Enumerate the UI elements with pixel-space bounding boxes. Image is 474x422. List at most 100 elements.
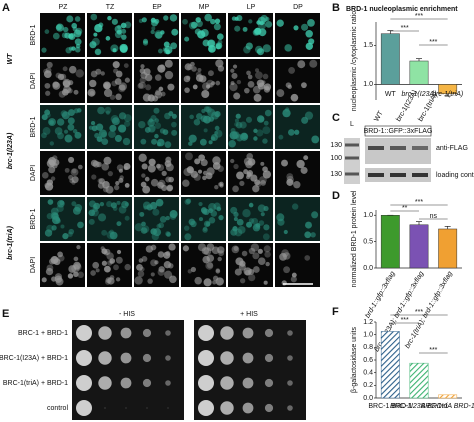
nucleus [246, 70, 251, 76]
nucleus [200, 159, 208, 167]
nucleus [118, 84, 126, 93]
nucleus [73, 271, 79, 278]
nucleus [165, 156, 172, 163]
nucleus [140, 266, 145, 272]
nucleus [106, 201, 113, 208]
nucleus [305, 42, 314, 50]
nucleus [71, 201, 77, 207]
nucleus [210, 133, 218, 142]
nucleus [94, 132, 100, 139]
significance-label: *** [415, 13, 423, 20]
marker-label: 130 [330, 142, 342, 149]
nucleus [260, 180, 266, 186]
nucleus [281, 159, 288, 167]
nucleus [156, 163, 161, 169]
panel-letter: F [332, 306, 339, 318]
significance-label: *** [429, 39, 437, 46]
nucleus [171, 121, 177, 128]
panel-letter: D [332, 190, 340, 202]
nucleus [137, 270, 145, 278]
nucleus [71, 168, 77, 174]
nucleus [157, 48, 163, 54]
nucleus [208, 216, 216, 224]
nucleus [123, 114, 132, 122]
bar [409, 362, 429, 399]
nucleus [134, 276, 143, 285]
nucleus [286, 178, 294, 186]
nucleus [140, 138, 147, 145]
nucleus [190, 266, 197, 273]
nucleus [185, 198, 192, 204]
nucleus [205, 172, 213, 180]
nucleus [203, 115, 211, 124]
nucleus [256, 79, 265, 88]
nucleus [67, 117, 75, 125]
nucleus [124, 215, 130, 221]
nucleus [234, 268, 242, 276]
nucleus [203, 128, 208, 133]
nucleus [116, 164, 124, 171]
band [390, 146, 406, 150]
nucleus [187, 269, 192, 274]
channel-label: BRD-1 [30, 24, 37, 45]
nucleus [44, 229, 53, 237]
nucleus [246, 175, 251, 180]
nucleus [164, 70, 174, 80]
nucleus [109, 94, 116, 100]
nucleus [109, 124, 117, 132]
nucleus [109, 231, 118, 240]
nucleus [246, 221, 253, 228]
nucleus [251, 217, 259, 225]
nucleus [203, 220, 211, 228]
nucleus [278, 134, 284, 140]
nucleus [184, 233, 192, 241]
yeast-spot [198, 375, 214, 391]
column-label: PZ [59, 4, 69, 11]
y-tick-label: 0.8 [363, 344, 373, 351]
nucleus [263, 120, 269, 126]
nucleus [50, 176, 56, 181]
nucleus [202, 227, 208, 233]
nucleus [214, 110, 221, 118]
y-tick-label: 1.0 [363, 212, 373, 219]
nucleus [284, 44, 293, 52]
nucleus [101, 162, 110, 171]
nucleus [100, 246, 105, 251]
nucleus [216, 206, 222, 212]
nucleus [184, 36, 190, 42]
nucleus [283, 266, 291, 274]
nucleus [277, 218, 285, 226]
nucleus [75, 69, 84, 78]
nucleus [118, 177, 124, 183]
genotype-label: brc-1(triA) [7, 225, 14, 260]
nucleus [304, 231, 312, 239]
nucleus [150, 115, 157, 122]
nucleus [91, 37, 100, 46]
nucleus [158, 86, 164, 92]
yeast-spot [242, 352, 254, 364]
nucleus [63, 85, 72, 94]
nucleus [257, 248, 263, 254]
nucleus [107, 277, 115, 285]
nucleus [169, 275, 177, 284]
nucleus [159, 215, 167, 223]
y-tick-label: 1.5 [363, 42, 373, 49]
nucleus [232, 131, 240, 139]
nucleus [189, 114, 194, 120]
nucleus [101, 229, 108, 236]
nucleus [68, 65, 77, 74]
nucleus [62, 66, 68, 72]
nucleus [124, 263, 131, 271]
nucleus [123, 63, 129, 69]
nucleus [54, 127, 63, 135]
nucleus [121, 28, 127, 34]
nucleus [77, 221, 84, 229]
nucleus [287, 129, 295, 136]
nucleus [150, 178, 159, 187]
bar [409, 60, 429, 85]
nucleus [116, 200, 121, 205]
nucleus [234, 16, 239, 21]
nucleus [171, 129, 178, 136]
band [368, 173, 384, 177]
nucleus [97, 106, 105, 115]
